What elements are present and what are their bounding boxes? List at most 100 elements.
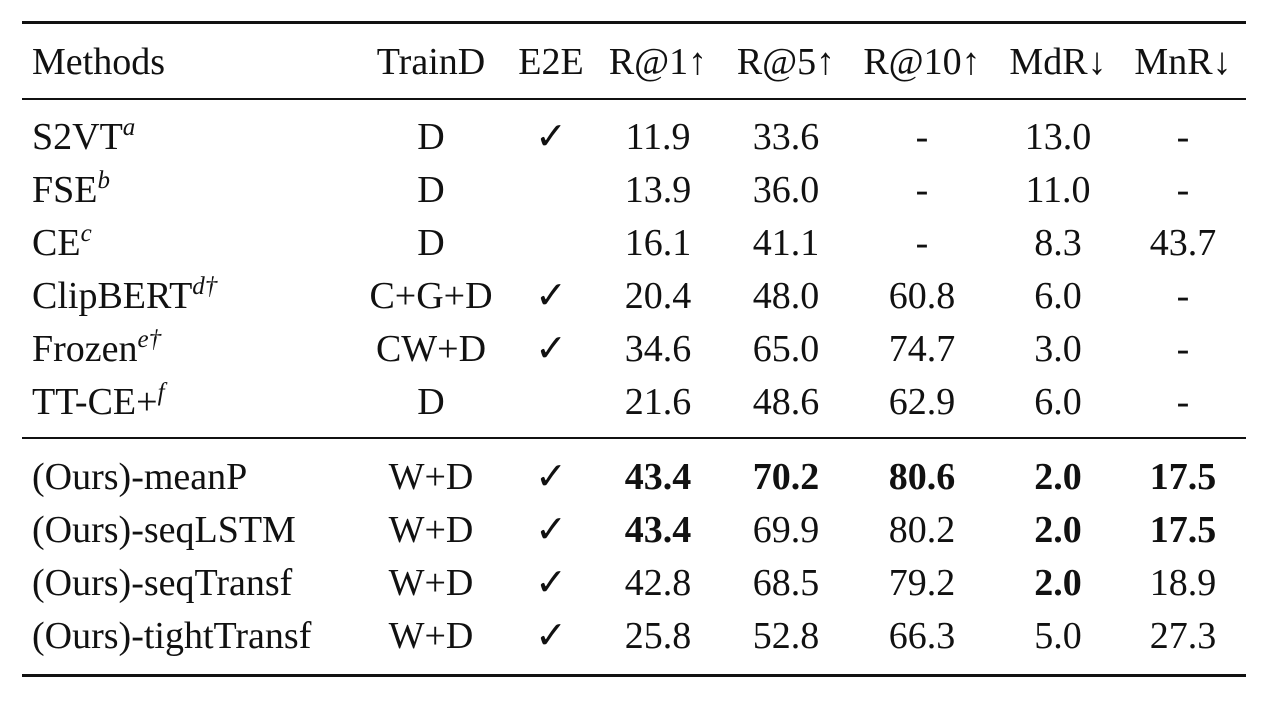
value-cell: 43.4 [624,456,692,498]
value-cell: 43.4 [624,509,692,551]
header-cell: R@1↑ [608,41,708,83]
method-ref: d† [192,273,218,300]
value-cell: 17.5 [1149,456,1217,498]
value-cell: ✓ [535,562,567,604]
value-cell: - [1176,381,1190,423]
value-cell: 13.0 [1024,116,1092,158]
value-cell: CW+D [375,328,487,370]
value-cell: C+G+D [369,275,493,317]
value-cell: 70.2 [752,456,820,498]
method-cell: (Ours)-meanP [32,458,247,496]
value-cell: ✓ [535,509,567,551]
method-cell: CEc [32,221,92,262]
value-cell: 13.9 [624,169,692,211]
value-cell: - [1176,275,1190,317]
method-cell: Frozene† [32,327,161,370]
group-rule [22,437,1246,439]
value-cell: 16.1 [624,222,692,264]
value-cell: W+D [388,509,474,551]
method-cell: ClipBERTd† [32,274,217,317]
value-cell: ✓ [535,615,567,657]
value-cell: 48.0 [752,275,820,317]
value-cell: W+D [388,456,474,498]
value-cell: 41.1 [752,222,820,264]
header-rule [22,98,1246,100]
method-name: (Ours)-tightTransf [32,615,312,657]
value-cell: 27.3 [1149,615,1217,657]
header-cell: Methods [32,41,165,83]
value-cell: W+D [388,615,474,657]
value-cell: 2.0 [1034,456,1082,498]
top-rule [22,21,1246,24]
value-cell: 52.8 [752,615,820,657]
value-cell: 6.0 [1034,275,1082,317]
method-name: S2VT [32,116,123,158]
method-cell: FSEb [32,168,110,209]
method-name: (Ours)-meanP [32,456,248,498]
method-ref: f [157,379,165,406]
value-cell: 69.9 [752,509,820,551]
method-name: (Ours)-seqTransf [32,562,293,604]
value-cell: D [417,381,445,423]
value-cell: 48.6 [752,381,820,423]
method-name: (Ours)-seqLSTM [32,509,296,551]
value-cell: - [1176,328,1190,370]
method-name: Frozen [32,328,138,370]
method-ref: a [122,114,136,141]
value-cell: 34.6 [624,328,692,370]
value-cell: 3.0 [1034,328,1082,370]
value-cell: D [417,222,445,264]
value-cell: 80.6 [888,456,956,498]
method-cell: (Ours)-tightTransf [32,617,311,655]
method-cell: S2VTa [32,115,135,158]
value-cell: 60.8 [888,275,956,317]
header-cell: E2E [518,41,584,83]
header-cell: R@10↑ [863,41,981,83]
value-cell: ✓ [535,456,567,498]
value-cell: 11.9 [625,116,691,158]
value-cell: W+D [388,562,474,604]
value-cell: - [915,222,929,264]
method-cell: (Ours)-seqTransf [32,564,292,602]
value-cell: 65.0 [752,328,820,370]
value-cell: - [1176,169,1190,211]
method-cell: (Ours)-seqLSTM [32,511,296,549]
value-cell: 33.6 [752,116,820,158]
method-cell: TT-CE+f [32,380,165,423]
value-cell: ✓ [535,328,567,370]
value-cell: 5.0 [1034,615,1082,657]
value-cell: 74.7 [888,328,956,370]
value-cell: ✓ [535,116,567,158]
value-cell: 2.0 [1034,509,1082,551]
value-cell: 20.4 [624,275,692,317]
method-name: ClipBERT [32,275,193,317]
value-cell: 18.9 [1149,562,1217,604]
value-cell: 68.5 [752,562,820,604]
value-cell: 11.0 [1025,169,1091,211]
value-cell: 8.3 [1034,222,1082,264]
value-cell: - [915,169,929,211]
value-cell: D [417,169,445,211]
value-cell: 62.9 [888,381,956,423]
method-ref: c [80,220,92,247]
value-cell: 21.6 [624,381,692,423]
value-cell: 43.7 [1149,222,1217,264]
value-cell: 80.2 [888,509,956,551]
value-cell: 36.0 [752,169,820,211]
header-cell: MdR↓ [1009,41,1107,83]
header-cell: R@5↑ [736,41,836,83]
value-cell: - [1176,116,1190,158]
value-cell: 42.8 [624,562,692,604]
value-cell: 17.5 [1149,509,1217,551]
method-ref: b [97,167,110,194]
value-cell: D [417,116,445,158]
value-cell: 66.3 [888,615,956,657]
method-name: TT-CE+ [32,381,158,423]
value-cell: 25.8 [624,615,692,657]
method-ref: e† [137,326,162,353]
bottom-rule [22,674,1246,677]
value-cell: 6.0 [1034,381,1082,423]
header-cell: TrainD [376,41,486,83]
value-cell: ✓ [535,275,567,317]
